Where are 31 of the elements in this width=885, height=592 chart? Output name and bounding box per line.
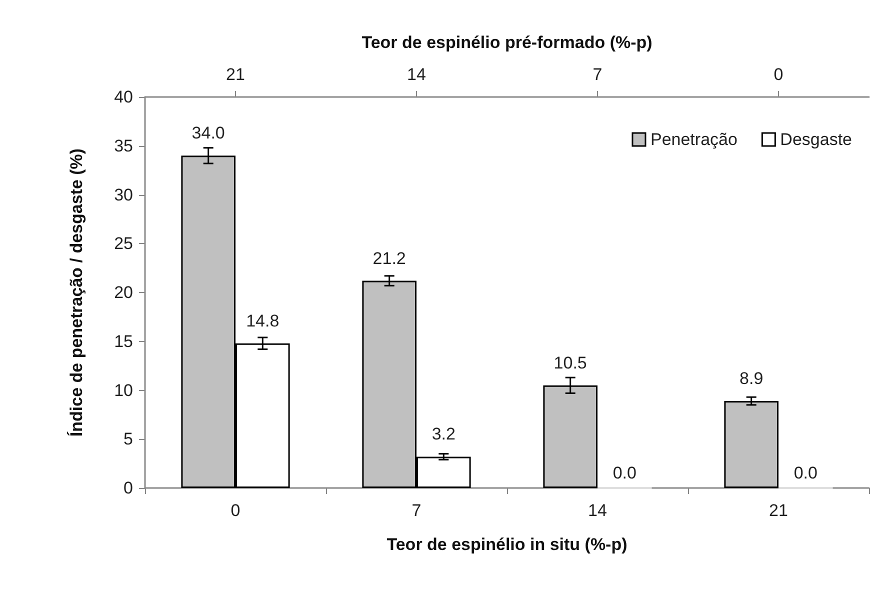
y-tick-label: 40 — [114, 88, 133, 106]
legend-label: Desgaste — [780, 130, 852, 149]
y-axis-title: Índice de penetração / desgaste (%) — [66, 148, 86, 437]
x-axis-title: Teor de espinélio in situ (%-p) — [386, 535, 628, 554]
x2-tick-label: 7 — [592, 65, 602, 84]
y-tick-label: 5 — [124, 430, 133, 449]
data-label: 0.0 — [612, 464, 636, 482]
bar — [724, 401, 778, 488]
data-label: 14.8 — [246, 311, 280, 330]
y-tick-label: 20 — [114, 283, 133, 302]
data-label: 21.2 — [372, 248, 406, 268]
x2-tick-label: 14 — [407, 65, 426, 84]
x2-tick-label: 0 — [774, 65, 784, 84]
y-tick-label: 10 — [114, 380, 133, 400]
data-label: 8.9 — [740, 369, 764, 388]
x2-axis-title: Teor de espinélio pré-formado (%-p) — [362, 33, 652, 52]
y-tick-label: 35 — [114, 136, 133, 156]
x2-tick-label: 21 — [226, 65, 245, 84]
y-tick-label: 15 — [114, 332, 133, 351]
x-tick-label: 0 — [230, 501, 240, 520]
x-tick-label: 7 — [412, 501, 422, 520]
data-label: 3.2 — [432, 424, 456, 444]
x-tick-label: 21 — [769, 501, 788, 520]
data-label: 34.0 — [192, 124, 225, 143]
legend-label: Penetração — [650, 130, 738, 149]
data-label: 0.0 — [794, 464, 818, 482]
y-tick-label: 30 — [114, 185, 133, 204]
data-label: 10.5 — [554, 353, 587, 372]
y-tick-label: 25 — [114, 234, 133, 254]
y-tick-label: 0 — [124, 478, 133, 498]
x-tick-label: 14 — [588, 501, 607, 520]
